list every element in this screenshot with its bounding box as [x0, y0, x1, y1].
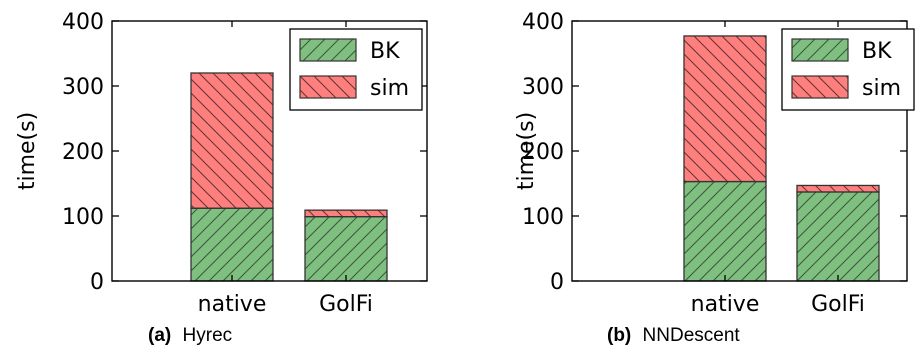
y-tick-label: 0: [90, 270, 104, 295]
caption-text: Hyrec: [183, 325, 233, 346]
y-axis-label: time(s): [15, 112, 40, 190]
x-tick-label: GolFi: [811, 292, 865, 317]
legend-swatch-hatch: [299, 75, 357, 99]
legend-swatch-hatch: [791, 75, 849, 99]
legend: BK sim: [289, 28, 423, 111]
y-tick-label: 300: [62, 75, 104, 100]
bar-hatch: [190, 72, 274, 209]
bar-hatch: [683, 180, 767, 282]
bar-hatch: [796, 191, 880, 282]
bar-hatch: [683, 35, 767, 183]
caption: (b) NNDescent: [607, 325, 740, 346]
chart-nndescent: native GolFi 0 100 200 300 400 BK sim time(s) (b…: [514, 10, 915, 346]
caption: (a) Hyrec: [148, 325, 232, 346]
axes-frame: [111, 20, 428, 282]
axes-frame: [571, 20, 908, 282]
chart-hyrec: native GolFi 0 100 200 300 400 BK sim time(s) (a…: [15, 10, 428, 346]
y-tick-label: 200: [522, 140, 564, 165]
x-tick-label: native: [691, 292, 760, 317]
legend-swatch-hatch: [299, 38, 357, 62]
y-tick-label: 100: [522, 205, 564, 230]
bar-hatch: [304, 215, 388, 282]
legend-label: sim: [370, 76, 409, 101]
legend: BK sim: [781, 28, 915, 111]
y-tick-label: 100: [62, 205, 104, 230]
legend-swatch-hatch: [791, 38, 849, 62]
y-tick-label: 400: [522, 10, 564, 35]
caption-label: (b): [607, 325, 631, 346]
legend-label: sim: [862, 76, 901, 101]
y-axis-label: time(s): [514, 112, 539, 190]
bar-hatch: [190, 207, 274, 282]
plot-area: native GolFi 0 100 200 300 400 BK sim: [522, 10, 915, 317]
y-tick-label: 400: [62, 10, 104, 35]
y-tick-label: 200: [62, 140, 104, 165]
x-tick-label: GolFi: [319, 292, 373, 317]
y-tick-label: 0: [550, 270, 564, 295]
bar-hatch: [304, 209, 388, 218]
bar-hatch: [796, 184, 880, 193]
caption-label: (a): [148, 325, 171, 346]
plot-area: native GolFi 0 100 200 300 400 BK sim: [62, 10, 428, 317]
legend-label: BK: [370, 39, 400, 64]
legend-label: BK: [862, 39, 892, 64]
y-tick-label: 300: [522, 75, 564, 100]
x-tick-label: native: [198, 292, 267, 317]
caption-text: NNDescent: [643, 325, 741, 346]
